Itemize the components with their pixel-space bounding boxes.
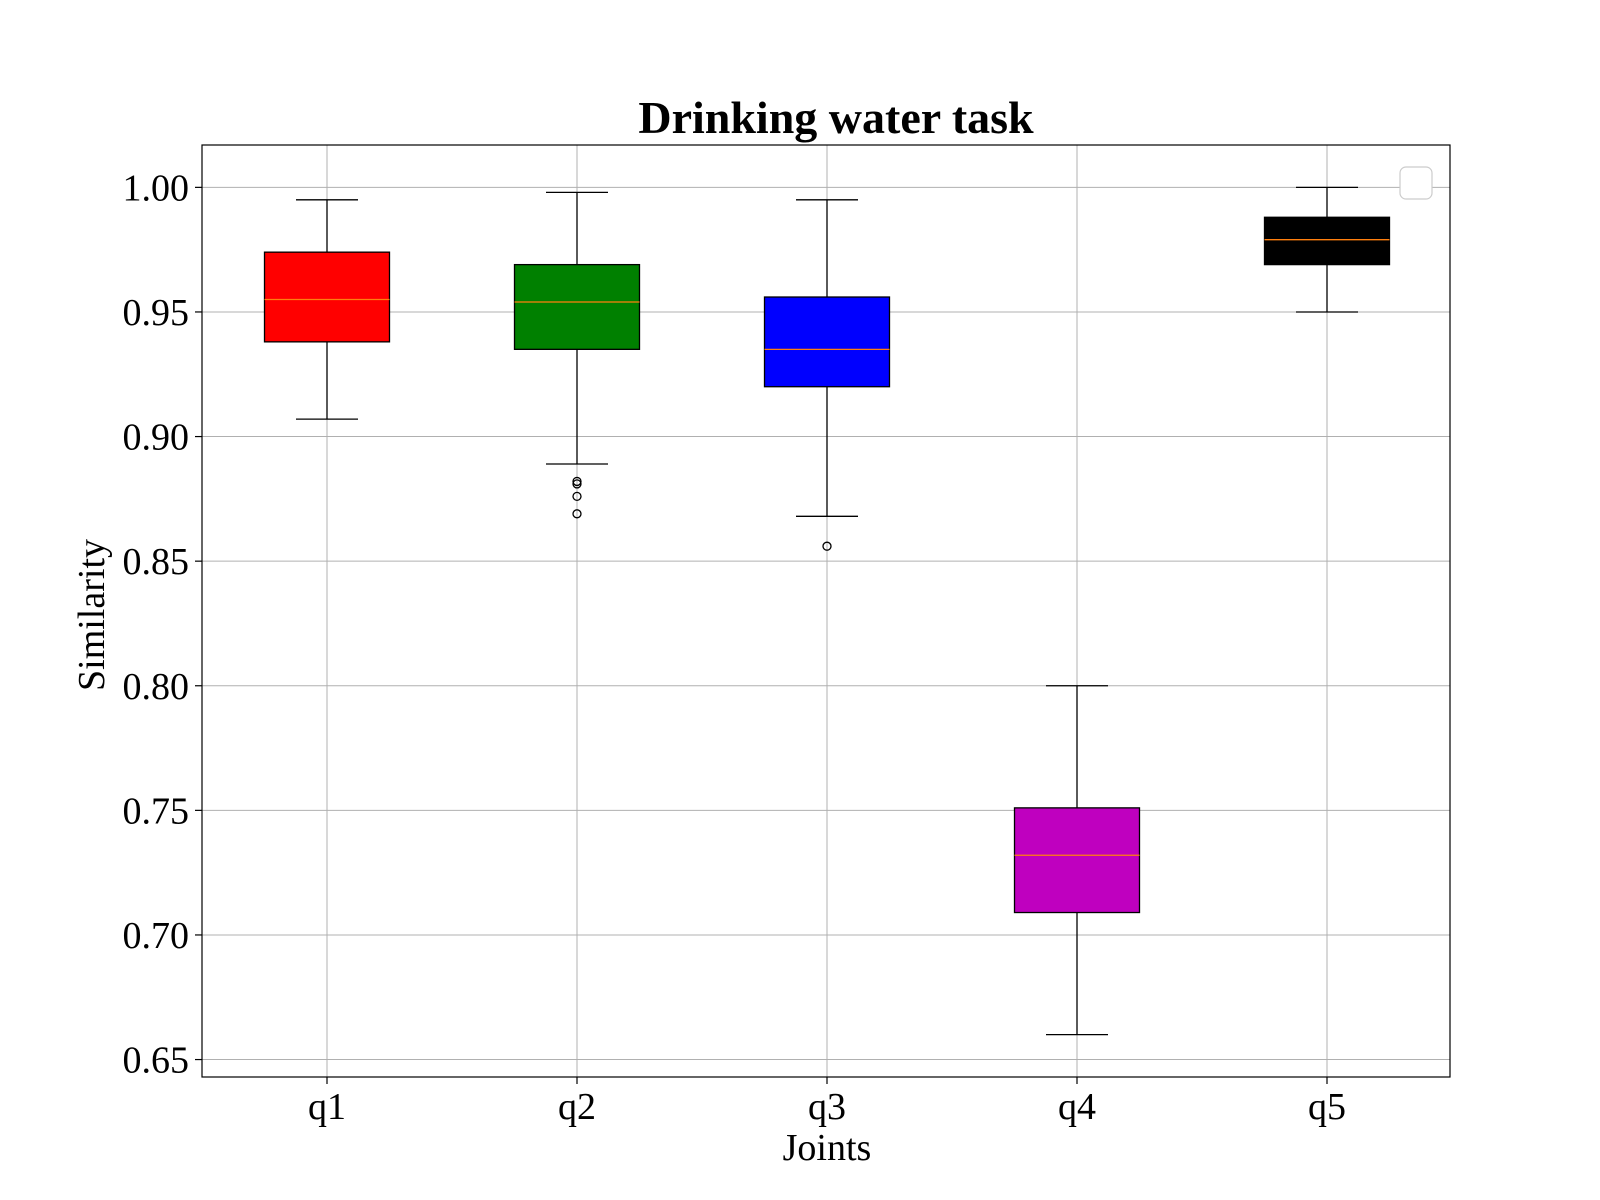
x-tick-label: q3	[808, 1086, 846, 1128]
box-group-q2	[513, 191, 641, 519]
box-group-q5	[1263, 186, 1391, 313]
box-body	[513, 263, 641, 350]
x-tick-label: q2	[558, 1086, 596, 1128]
box-layer	[263, 186, 1391, 1036]
outlier-point	[572, 479, 582, 489]
y-tick-label: 0.65	[123, 1040, 190, 1082]
legend-box	[1399, 166, 1433, 200]
y-axis-label: Similarity	[71, 539, 113, 691]
x-tick-label: q1	[308, 1086, 346, 1128]
y-tick-label: 0.70	[123, 915, 190, 957]
y-tick-label: 0.85	[123, 541, 190, 583]
chart-title: Drinking water task	[638, 92, 1034, 143]
y-tick-label: 1.00	[123, 167, 190, 209]
box-body	[1013, 807, 1141, 914]
y-tick-label: 0.75	[123, 790, 190, 832]
y-tick-label: 0.95	[123, 292, 190, 334]
box-group-q1	[263, 199, 391, 420]
outlier-point	[822, 541, 832, 551]
box-body	[1263, 216, 1391, 266]
x-tick-label: q5	[1308, 1086, 1346, 1128]
tick-layer: 0.65 0.70 0.75 0.80 0.85 0.90 0.95 1.00 q1 q2 q3 q4…	[123, 167, 1347, 1128]
outlier-point	[572, 491, 582, 502]
x-axis-label: Joints	[783, 1127, 872, 1169]
box-group-q4	[1013, 685, 1141, 1036]
y-tick-label: 0.90	[123, 417, 190, 459]
outlier-point	[572, 476, 582, 487]
box-group-q3	[763, 199, 891, 551]
y-tick-label: 0.80	[123, 666, 190, 708]
x-tick-label: q4	[1058, 1086, 1096, 1128]
box-body	[763, 296, 891, 388]
plot-frame	[201, 144, 1451, 1078]
box-body	[263, 251, 391, 343]
outlier-point	[572, 509, 582, 519]
